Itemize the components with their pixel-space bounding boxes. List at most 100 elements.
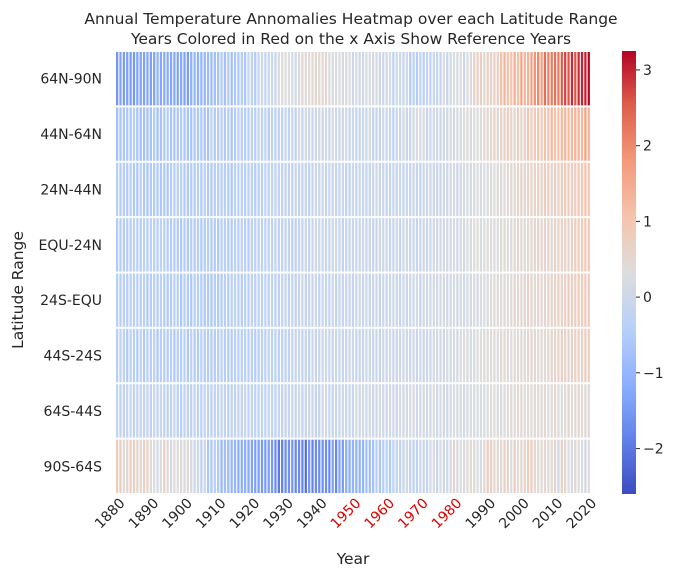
heatmap-cell bbox=[567, 107, 570, 161]
heatmap-cell bbox=[409, 162, 412, 217]
heatmap-cell bbox=[169, 218, 173, 272]
heatmap-cell bbox=[365, 162, 368, 217]
heatmap-cell bbox=[513, 52, 516, 106]
heatmap-cell bbox=[584, 52, 587, 106]
heatmap-cell bbox=[462, 384, 466, 438]
heatmap-cell bbox=[382, 439, 385, 494]
heatmap-cell bbox=[126, 384, 129, 438]
heatmap-cell bbox=[163, 107, 166, 161]
heatmap-cell bbox=[146, 107, 149, 161]
heatmap-cell bbox=[324, 439, 328, 494]
heatmap-cell bbox=[139, 52, 142, 106]
heatmap-cell bbox=[250, 328, 254, 383]
heatmap-cell bbox=[500, 439, 503, 494]
colorbar-tick-label: 2 bbox=[643, 139, 652, 155]
heatmap-cell bbox=[277, 218, 280, 272]
heatmap-cell bbox=[564, 107, 567, 161]
heatmap-cell bbox=[358, 384, 361, 438]
heatmap-cell bbox=[217, 273, 220, 327]
heatmap-cell bbox=[358, 218, 361, 272]
heatmap-cell bbox=[358, 162, 361, 217]
heatmap-cell bbox=[496, 52, 499, 106]
heatmap-cell bbox=[422, 218, 425, 272]
heatmap-cell bbox=[459, 328, 462, 383]
heatmap-cell bbox=[409, 328, 412, 383]
heatmap-cell bbox=[412, 107, 415, 161]
heatmap-cell bbox=[244, 439, 247, 494]
heatmap-cell bbox=[385, 107, 388, 161]
heatmap-cell bbox=[452, 107, 456, 161]
heatmap-cell bbox=[297, 107, 301, 161]
heatmap-cell bbox=[355, 218, 358, 272]
heatmap-cell bbox=[584, 107, 587, 161]
heatmap-cell bbox=[240, 439, 243, 494]
heatmap-cell bbox=[126, 218, 129, 272]
heatmap-cell bbox=[277, 162, 280, 217]
heatmap-cell bbox=[513, 273, 516, 327]
heatmap-cell bbox=[365, 107, 368, 161]
heatmap-cell bbox=[375, 162, 378, 217]
heatmap-cell bbox=[324, 384, 328, 438]
heatmap-cell bbox=[412, 384, 415, 438]
heatmap-cell bbox=[156, 107, 159, 161]
heatmap-cell bbox=[277, 52, 280, 106]
heatmap-cell bbox=[537, 273, 540, 327]
heatmap-cell bbox=[537, 162, 540, 217]
heatmap-cell bbox=[378, 162, 382, 217]
heatmap-cell bbox=[523, 107, 526, 161]
heatmap-cell bbox=[422, 273, 425, 327]
heatmap-cell bbox=[237, 328, 240, 383]
heatmap-cell bbox=[486, 162, 489, 217]
heatmap-cell bbox=[432, 107, 435, 161]
heatmap-cell bbox=[516, 218, 520, 272]
colorbar-tick-label: −1 bbox=[643, 366, 664, 382]
heatmap-cell bbox=[439, 384, 442, 438]
heatmap-cell bbox=[176, 439, 179, 494]
heatmap-cell bbox=[237, 439, 240, 494]
heatmap-cell bbox=[193, 328, 196, 383]
heatmap-cell bbox=[294, 218, 297, 272]
heatmap-cell bbox=[547, 162, 550, 217]
heatmap-cell bbox=[459, 52, 462, 106]
heatmap-cell bbox=[385, 328, 388, 383]
heatmap-cell bbox=[129, 384, 132, 438]
heatmap-cell bbox=[223, 384, 227, 438]
heatmap-cell bbox=[159, 107, 163, 161]
row-label: 24N-44N bbox=[40, 182, 102, 198]
heatmap-cell bbox=[277, 439, 280, 494]
heatmap-cell bbox=[523, 439, 526, 494]
x-tick-label: 2020 bbox=[564, 496, 601, 533]
heatmap-cell bbox=[314, 328, 318, 383]
heatmap-cell bbox=[324, 218, 328, 272]
heatmap-cell bbox=[365, 52, 368, 106]
heatmap-cell bbox=[163, 384, 166, 438]
heatmap-cell bbox=[331, 107, 334, 161]
heatmap-cell bbox=[186, 273, 190, 327]
heatmap-cell bbox=[553, 107, 557, 161]
heatmap-cell bbox=[334, 52, 338, 106]
heatmap-cell bbox=[136, 107, 139, 161]
heatmap-cell bbox=[402, 273, 405, 327]
heatmap-cell bbox=[146, 52, 149, 106]
heatmap-cell bbox=[321, 328, 324, 383]
heatmap-cell bbox=[173, 52, 176, 106]
heatmap-cell bbox=[169, 384, 173, 438]
heatmap-cell bbox=[439, 107, 442, 161]
heatmap-cell bbox=[540, 273, 543, 327]
heatmap-cell bbox=[247, 384, 250, 438]
x-tick-label: 1890 bbox=[126, 496, 163, 533]
x-tick-label: 1990 bbox=[463, 496, 500, 533]
heatmap-cell bbox=[213, 52, 216, 106]
heatmap-cell bbox=[398, 384, 402, 438]
heatmap-cell bbox=[398, 439, 402, 494]
heatmap-cell bbox=[196, 52, 200, 106]
heatmap-cell bbox=[415, 52, 419, 106]
row-label: 64N-90N bbox=[40, 72, 102, 88]
heatmap-cell bbox=[341, 218, 344, 272]
heatmap-cell bbox=[227, 162, 230, 217]
heatmap-cell bbox=[153, 52, 156, 106]
heatmap-cell bbox=[244, 107, 247, 161]
heatmap-cell bbox=[516, 439, 520, 494]
heatmap-cell bbox=[513, 162, 516, 217]
heatmap-cell bbox=[270, 107, 274, 161]
